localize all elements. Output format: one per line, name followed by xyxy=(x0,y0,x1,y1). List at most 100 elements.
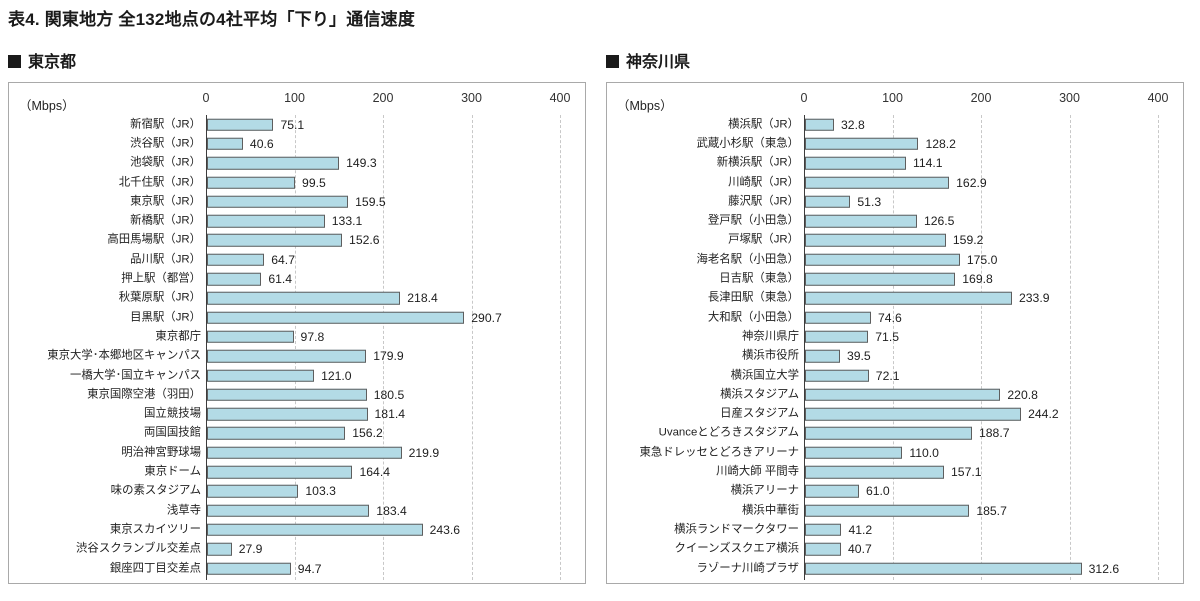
bar-row: 戸塚駅（JR） 159.2 xyxy=(728,231,1158,250)
bar-value-label: 159.5 xyxy=(355,194,386,209)
bar-value-label: 110.0 xyxy=(909,445,939,460)
bar xyxy=(805,562,1082,575)
bar xyxy=(207,485,299,498)
bar-row: 武蔵小杉駅（東急） 128.2 xyxy=(696,134,1158,153)
x-axis-tick-label: 200 xyxy=(372,91,394,105)
bar-row: 横浜スタジアム 220.8 xyxy=(720,385,1158,404)
x-axis-tick-row: 0 100 200 300 400 xyxy=(801,91,1169,111)
bar-row: 池袋駅（JR） 149.3 xyxy=(130,154,560,173)
category-label: 横浜国立大学 xyxy=(730,368,799,381)
bar-value-label: 152.6 xyxy=(349,233,380,248)
category-label: 東京スカイツリー xyxy=(109,523,201,536)
bar xyxy=(805,118,835,131)
category-label: 新宿駅（JR） xyxy=(130,117,201,130)
category-label: 日吉駅（東急） xyxy=(719,272,799,285)
bar-value-label: 133.1 xyxy=(331,214,363,229)
bar-row: 東京大学･本郷地区キャンパス 179.9 xyxy=(47,347,560,366)
bar-row: 味の素スタジアム 103.3 xyxy=(111,482,560,501)
bar xyxy=(207,253,265,266)
bar xyxy=(207,562,291,575)
chart-panel-tokyo: （Mbps） 0 100 200 300 400 新宿駅（JR） 75.1 渋谷駅（JR） 40… xyxy=(8,82,586,584)
bar xyxy=(207,137,243,151)
bar xyxy=(805,504,970,517)
bar-row: 横浜市役所 39.5 xyxy=(742,347,1158,366)
bar-row: 日産スタジアム 244.2 xyxy=(720,405,1158,424)
bar-row: 大和駅（小田急） 74.6 xyxy=(708,308,1158,327)
category-label: 一橋大学･国立キャンパス xyxy=(70,368,201,381)
bar xyxy=(805,272,956,286)
bar-row: 海老名駅（小田急） 175.0 xyxy=(696,250,1158,269)
bar-value-label: 64.7 xyxy=(271,252,295,267)
bar xyxy=(805,446,903,459)
category-label: 横浜中華街 xyxy=(742,503,799,516)
chart-panel-kanagawa: （Mbps） 0 100 200 300 400 横浜駅（JR） 32.8 武蔵小杉駅（東急）… xyxy=(606,82,1184,584)
x-axis-tick-label: 200 xyxy=(970,91,992,105)
bar-row: ラゾーナ川崎プラザ 312.6 xyxy=(696,559,1158,578)
bar-row: 横浜国立大学 72.1 xyxy=(731,366,1158,385)
y-axis-line xyxy=(206,115,207,580)
bar-value-label: 219.9 xyxy=(408,445,440,460)
category-label: 東京駅（JR） xyxy=(130,195,201,208)
bar-value-label: 244.2 xyxy=(1028,407,1059,422)
bar-row: 新宿駅（JR） 75.1 xyxy=(130,115,560,134)
x-axis-tick-row: 0 100 200 300 400 xyxy=(203,91,571,111)
bullet-square-icon xyxy=(606,55,619,68)
bar-row: 押上駅（都営） 61.4 xyxy=(121,269,560,288)
category-label: ラゾーナ川崎プラザ xyxy=(696,561,799,574)
bar-value-label: 149.3 xyxy=(346,156,377,171)
bar-row: 国立競技場 181.4 xyxy=(144,405,560,424)
bar-row: 北千住駅（JR） 99.5 xyxy=(119,173,560,192)
bar xyxy=(207,292,401,305)
bar-value-label: 74.6 xyxy=(878,310,902,325)
bar xyxy=(207,446,402,459)
bar-row: 両国国技館 156.2 xyxy=(144,424,560,443)
category-label: 東京大学･本郷地区キャンパス xyxy=(47,349,201,362)
plot-area-tokyo: 0 100 200 300 400 新宿駅（JR） 75.1 渋谷駅（JR） 40.6 池袋駅（J… xyxy=(47,91,570,580)
bar xyxy=(805,292,1012,305)
bar xyxy=(805,349,840,363)
bar-value-label: 75.1 xyxy=(280,117,305,132)
bar-row: 東京ドーム 164.4 xyxy=(144,462,560,481)
bar-value-label: 121.0 xyxy=(321,368,352,383)
bar xyxy=(805,330,869,344)
category-label: 日産スタジアム xyxy=(720,407,799,420)
bar-row: 品川駅（JR） 64.7 xyxy=(130,250,560,269)
category-label: 横浜市役所 xyxy=(742,349,799,362)
category-label: 北千住駅（JR） xyxy=(118,175,201,188)
bar-value-label: 183.4 xyxy=(376,503,407,518)
category-label: 品川駅（JR） xyxy=(130,253,201,266)
bar-value-label: 290.7 xyxy=(471,310,502,325)
bar-row: 浅草寺 183.4 xyxy=(167,501,560,520)
gridline xyxy=(1158,115,1159,580)
bar-value-label: 114.1 xyxy=(912,156,943,171)
bar-value-label: 179.9 xyxy=(373,349,404,364)
bar-value-label: 159.2 xyxy=(952,233,984,248)
gridline xyxy=(892,115,894,580)
bar-value-label: 185.7 xyxy=(976,503,1007,518)
bar-row: 長津田駅（東急） 233.9 xyxy=(708,289,1158,308)
category-label: 海老名駅（小田急） xyxy=(696,253,799,266)
bar-row: 目黒駅（JR） 290.7 xyxy=(130,308,560,327)
category-label: 横浜アリーナ xyxy=(730,484,799,497)
category-label: 長津田駅（東急） xyxy=(707,291,799,304)
category-label: 国立競技場 xyxy=(144,407,201,420)
bar xyxy=(805,253,960,266)
bar xyxy=(805,311,872,324)
bar-value-label: 51.3 xyxy=(857,194,882,209)
bar xyxy=(805,195,851,209)
bar xyxy=(207,176,296,189)
category-label: 横浜駅（JR） xyxy=(728,117,799,130)
bar xyxy=(207,272,262,286)
bar xyxy=(207,369,315,382)
bar-row: 神奈川県庁 71.5 xyxy=(742,327,1158,346)
bar xyxy=(207,234,343,247)
bar-value-label: 156.2 xyxy=(352,426,383,441)
panel-title-kanagawa-label: 神奈川県 xyxy=(626,54,691,71)
bar xyxy=(805,176,950,189)
bar xyxy=(805,407,1022,421)
x-axis-tick-label: 300 xyxy=(461,91,482,105)
bar-row: 登戸駅（小田急） 126.5 xyxy=(708,212,1158,231)
axis-unit-label: （Mbps） xyxy=(19,99,75,113)
bar-value-label: 72.1 xyxy=(875,368,900,383)
